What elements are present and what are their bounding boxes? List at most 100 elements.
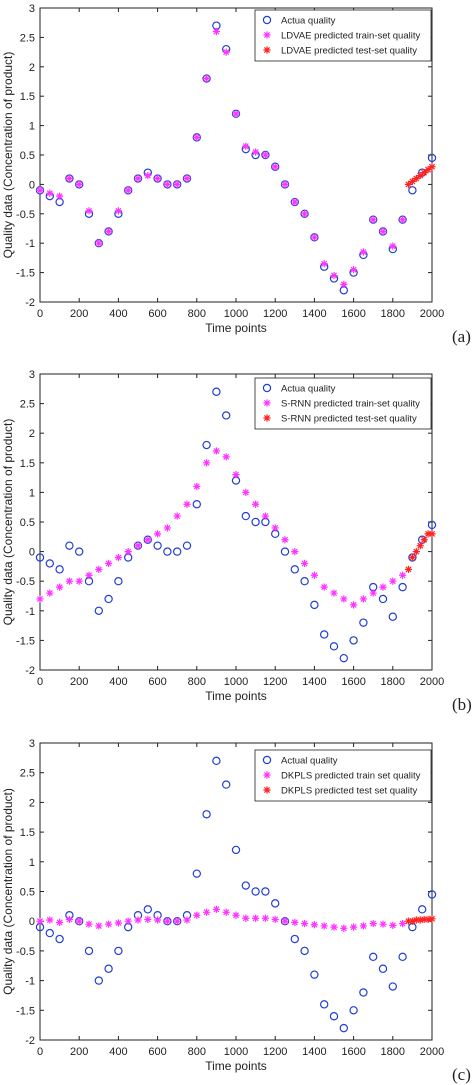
data-point [320,630,329,639]
data-point [379,583,387,591]
data-point [339,1023,348,1033]
data-point [349,1006,358,1015]
data-point [330,589,338,597]
x-tick-label: 1600 [341,676,365,688]
data-point [389,577,397,585]
y-axis-label: Quality data (Concentration of product) [1,419,15,626]
x-tick-label: 1200 [263,1046,287,1058]
series-2 [36,447,407,609]
x-tick-label: 1200 [263,308,287,320]
data-point [271,524,279,532]
legend: Actual quality DKPLS predicted train set … [254,749,432,802]
data-point [291,918,299,926]
x-tick-label: 400 [109,1046,127,1058]
data-point [114,919,122,927]
data-point [85,920,93,928]
data-point [359,248,367,256]
data-point [65,915,73,924]
data-point [340,595,348,603]
data-point [330,923,338,931]
data-point [379,227,387,236]
data-point [212,27,220,36]
data-point [183,174,191,183]
data-point [271,163,279,171]
data-point [369,919,377,928]
data-point [212,905,220,913]
x-axis-label: Time points [205,321,267,335]
data-point [114,946,123,956]
y-tick-label: -2 [25,1035,35,1047]
data-point [124,548,132,556]
data-point [55,934,64,944]
data-point [252,500,260,508]
data-point [45,559,55,568]
data-point [310,921,318,929]
data-point [320,1000,329,1009]
x-tick-label: 400 [109,676,127,688]
data-point [291,198,299,206]
data-point [104,594,113,604]
data-point [203,459,211,467]
data-point [144,915,152,924]
data-point [46,589,54,597]
y-tick-label: -1.5 [16,1005,35,1017]
legend-label: DKPLS predicted test set quality [281,786,417,797]
data-point [420,536,428,544]
data-point [74,547,84,556]
data-point [420,169,428,177]
x-tick-label: 0 [37,308,43,320]
x-tick-label: 1000 [224,308,248,320]
data-point [45,928,55,938]
data-point [222,453,230,461]
data-point [65,577,73,585]
data-point [281,180,289,188]
data-point [163,917,171,925]
data-point [75,577,83,585]
y-tick-label: 1.5 [20,458,35,470]
data-point [398,582,407,592]
data-point [301,210,309,218]
x-tick-label: 600 [148,308,166,320]
x-tick-label: 200 [70,1046,88,1058]
data-point [65,174,73,183]
data-point [182,541,192,550]
x-tick-label: 1200 [263,676,287,688]
data-point [251,517,260,527]
series-3 [404,163,436,188]
data-point [193,911,201,919]
y-axis-label: Quality data (Concentration of product) [1,52,15,259]
data-point [359,595,367,603]
legend-label: Actua quality [281,16,336,27]
data-point [310,233,318,241]
y-tick-label: 2 [29,797,35,809]
data-point [427,890,437,899]
data-point [105,559,113,568]
x-tick-label: 1600 [341,1046,365,1058]
x-tick-label: 1400 [302,308,326,320]
x-tick-label: 1800 [381,676,405,688]
x-tick-label: 800 [188,308,206,320]
data-point [291,548,299,556]
data-point [104,964,113,973]
data-point [320,583,328,591]
y-tick-label: 1 [29,487,35,499]
data-point [408,917,416,925]
data-point [154,530,162,538]
legend: Actua quality LDVAE predicted train-set q… [254,9,432,62]
data-point [143,905,152,914]
data-point [172,547,182,556]
x-tick-label: 2000 [420,308,444,320]
data-point [36,595,44,603]
data-point [163,524,171,532]
data-point [281,536,289,544]
data-point [369,952,378,962]
data-point [378,594,388,604]
data-point [193,482,201,491]
data-point [153,541,162,550]
panel-tag: (a) [452,327,471,346]
data-point [232,110,240,118]
data-point [231,845,241,855]
series-2 [36,27,407,288]
data-point [114,207,122,215]
legend-label: S-RNN predicted train-set quality [281,399,420,410]
